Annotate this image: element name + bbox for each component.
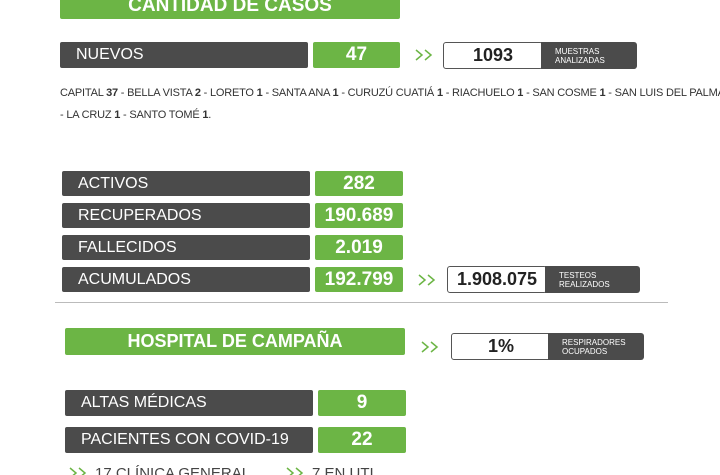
- cases-title: CANTIDAD DE CASOS: [60, 0, 400, 19]
- total-label: ACTIVOS: [62, 171, 310, 196]
- chevron: [421, 341, 439, 353]
- total-label: FALLECIDOS: [62, 235, 310, 260]
- location-line: CAPITAL 37 - BELLA VISTA 2 - LORETO 1 - …: [60, 86, 720, 108]
- tests-label: TESTEOS REALIZADOS: [545, 266, 640, 293]
- location-name: RIACHUELO: [452, 87, 515, 99]
- hospital-value: 22: [318, 427, 406, 453]
- location-count: 1: [332, 87, 339, 99]
- location-count: 2: [194, 87, 201, 99]
- location-count: 1: [599, 87, 606, 99]
- tests-value: 1.908.075: [447, 266, 547, 293]
- separator: -: [123, 109, 127, 121]
- terminator: .: [208, 109, 212, 121]
- separator: -: [526, 87, 530, 99]
- location-name: CURUZÚ CUATIÁ: [347, 87, 435, 99]
- new-label: NUEVOS: [60, 42, 308, 68]
- hospital-value: 9: [318, 390, 406, 416]
- chevron: [418, 274, 436, 286]
- samples-value: 1093: [443, 42, 543, 69]
- separator: -: [265, 87, 269, 99]
- respirators-label: RESPIRADORES OCUPADOS: [548, 333, 644, 360]
- location-line: - LA CRUZ 1 - SANTO TOMÉ 1.: [60, 108, 720, 130]
- divider: [55, 302, 668, 303]
- location-count: 1: [517, 87, 524, 99]
- chevron: [69, 467, 87, 475]
- hospital-label: ALTAS MÉDICAS: [65, 390, 313, 416]
- location-name: LORETO: [209, 87, 254, 99]
- total-value: 190.689: [315, 203, 403, 228]
- location-name: LA CRUZ: [66, 109, 112, 121]
- hospital-title: HOSPITAL DE CAMPAÑA: [65, 328, 405, 355]
- detail: 7 EN UTI: [312, 465, 374, 475]
- location-count: 1: [436, 87, 443, 99]
- location-name: SAN COSME: [532, 87, 597, 99]
- location-count: 1: [202, 109, 209, 121]
- hospital-label: PACIENTES CON COVID-19: [65, 427, 313, 453]
- separator: -: [445, 87, 450, 99]
- total-label: ACUMULADOS: [62, 267, 310, 292]
- location-name: CAPITAL: [60, 87, 104, 99]
- locations: CAPITAL 37 - BELLA VISTA 2 - LORETO 1 - …: [60, 86, 720, 130]
- separator: -: [608, 87, 612, 99]
- respirators-value: 1%: [451, 333, 551, 360]
- samples-label: MUESTRAS ANALIZADAS: [541, 42, 637, 69]
- location-count: 37: [106, 87, 118, 99]
- chevron: [286, 467, 304, 475]
- location-count: 1: [256, 87, 263, 99]
- location-count: 1: [114, 109, 121, 121]
- new-value: 47: [313, 42, 400, 68]
- separator: -: [120, 87, 125, 99]
- tests-label-text: TESTEOS REALIZADOS: [559, 270, 610, 289]
- respirators-label-text: RESPIRADORES OCUPADOS: [562, 337, 626, 356]
- samples-label-text: MUESTRAS ANALIZADAS: [555, 46, 605, 65]
- total-value: 192.799: [315, 267, 403, 292]
- chevron: [415, 49, 433, 61]
- total-value: 282: [315, 171, 403, 196]
- separator: -: [341, 87, 345, 99]
- separator: -: [203, 87, 208, 99]
- location-name: BELLA VISTA: [127, 87, 192, 99]
- location-name: SANTO TOMÉ: [129, 109, 200, 121]
- total-label: RECUPERADOS: [62, 203, 310, 228]
- location-name: SAN LUIS DEL PALMAR: [614, 87, 720, 99]
- detail: 17 CLÍNICA GENERAL: [95, 465, 251, 475]
- total-value: 2.019: [315, 235, 403, 260]
- separator: -: [60, 109, 64, 121]
- location-name: SANTA ANA: [271, 87, 330, 99]
